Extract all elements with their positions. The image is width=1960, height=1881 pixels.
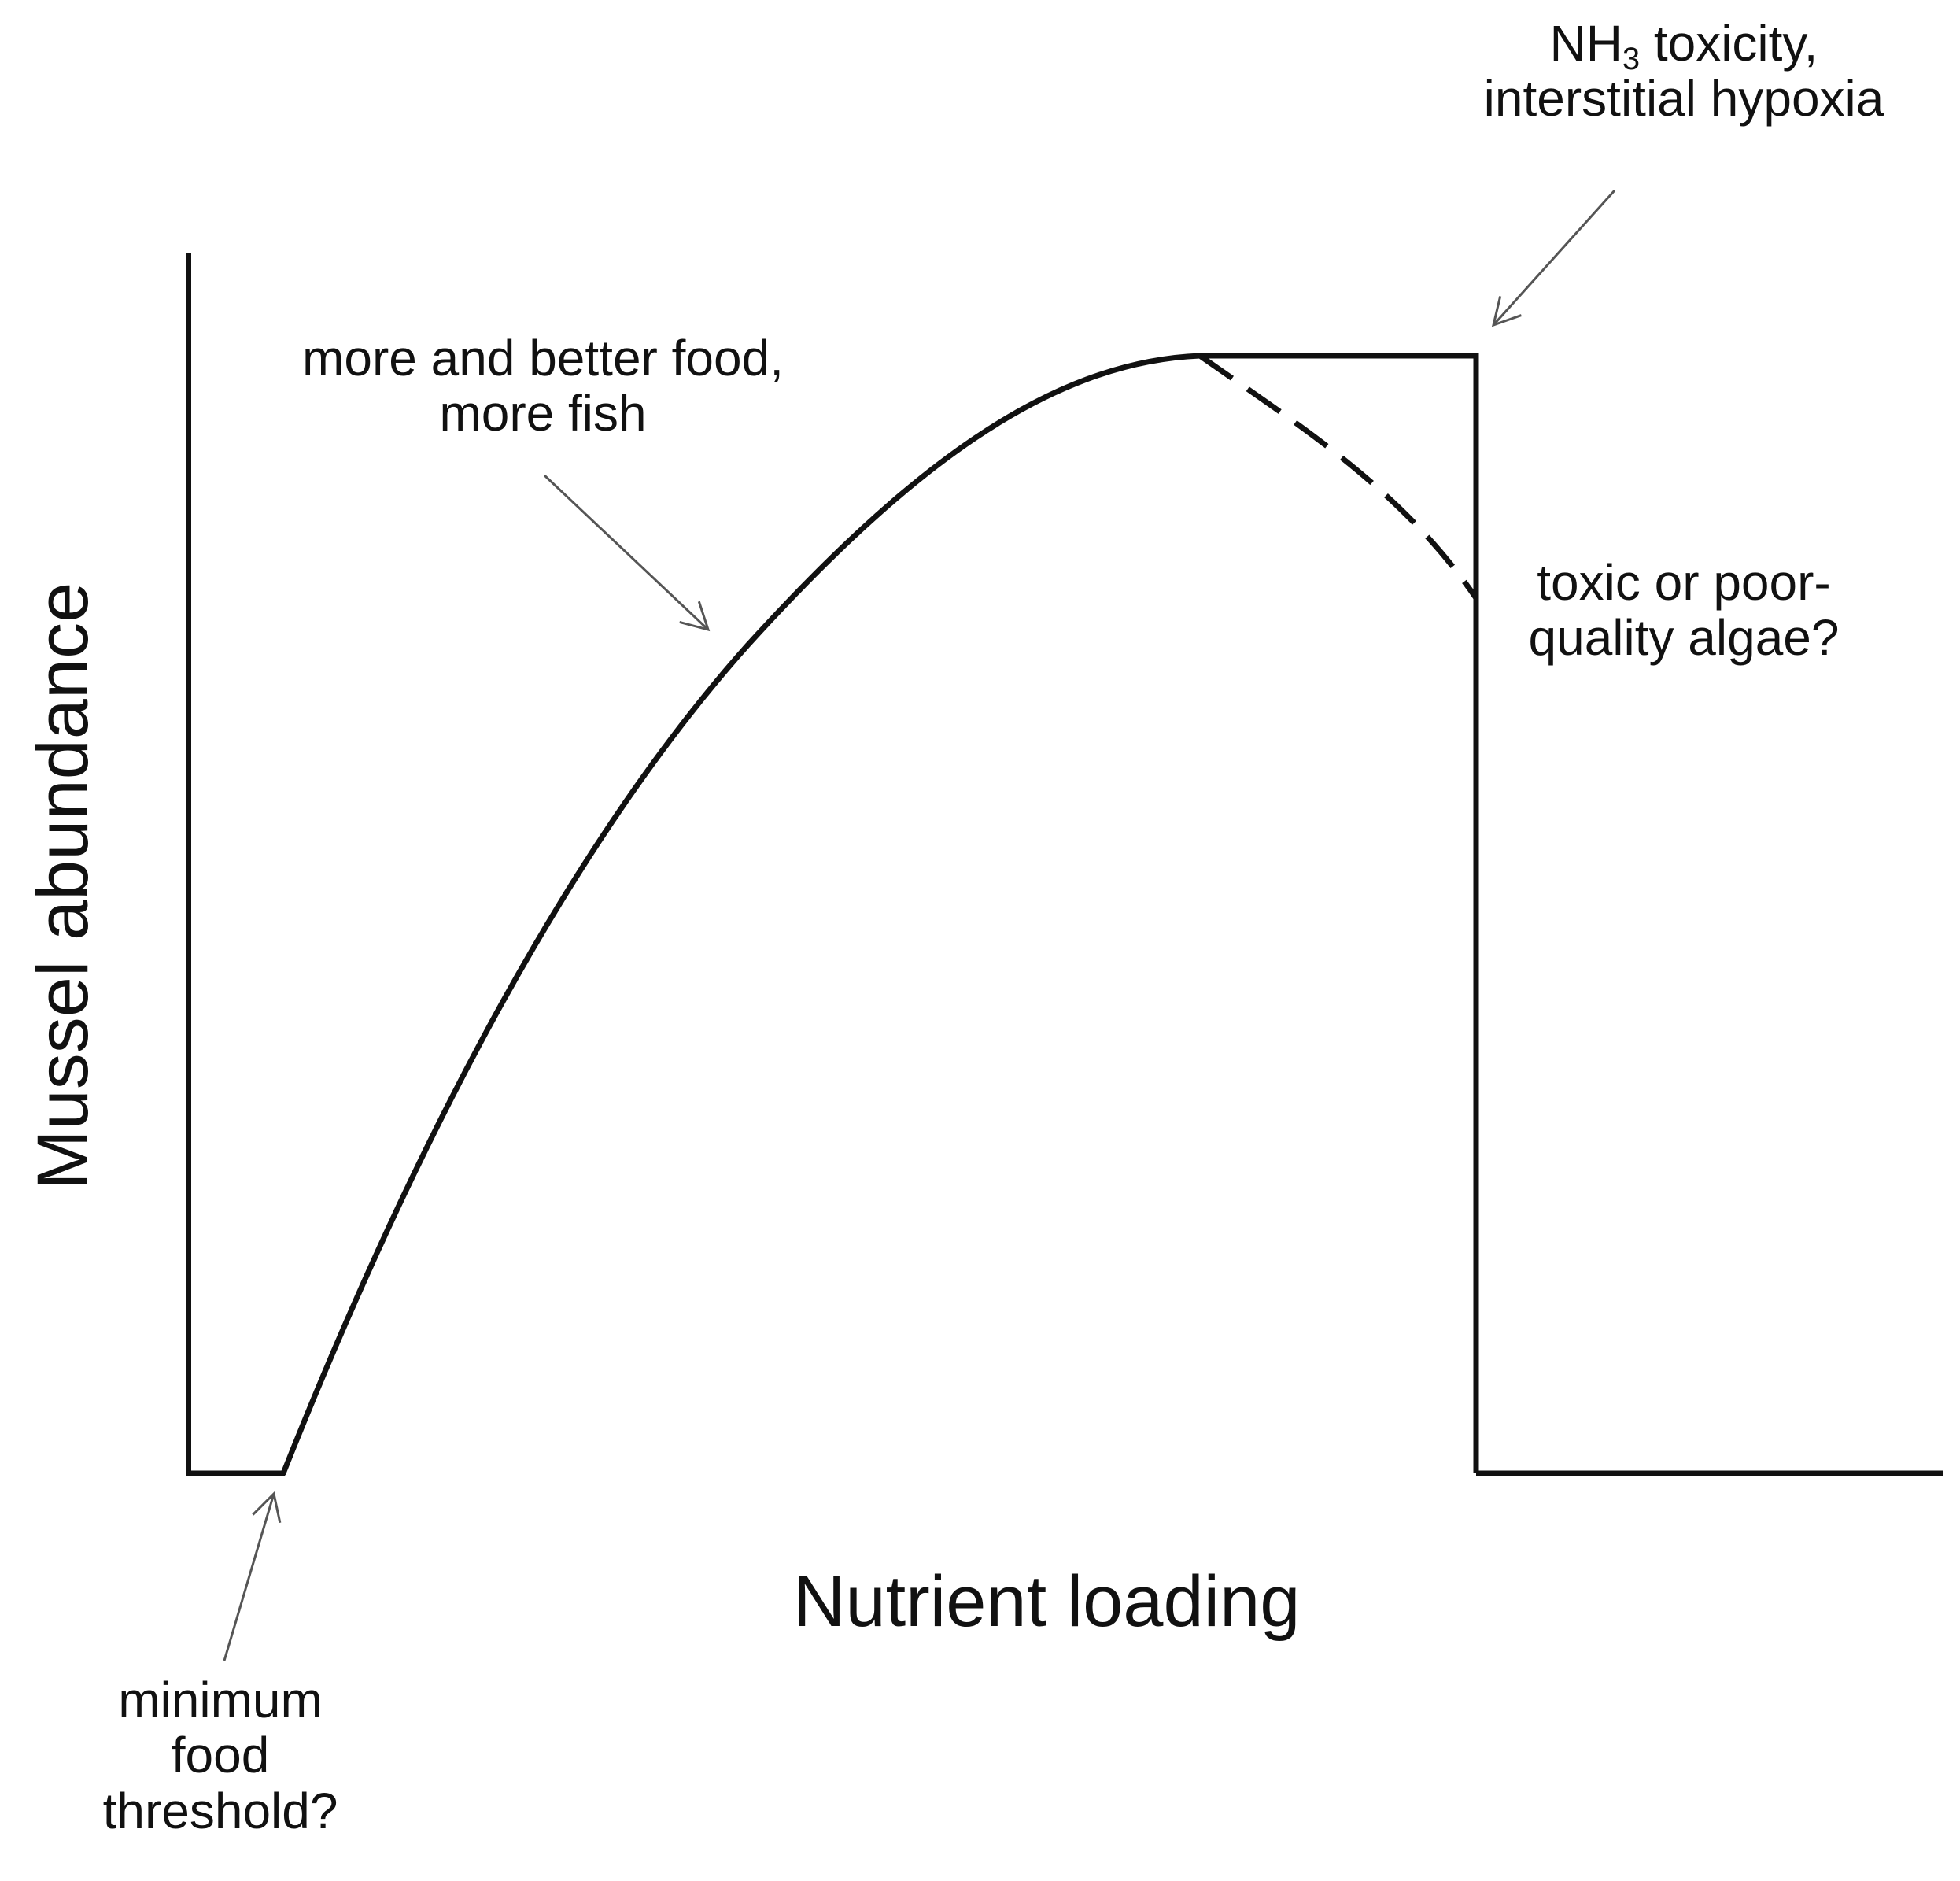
toxicity-text: toxicity,: [1640, 15, 1818, 72]
food-fish-line-1: more and better food,: [302, 330, 784, 386]
threshold-line-2: food: [171, 1727, 270, 1784]
nh3-subscript: 3: [1622, 42, 1641, 77]
food-fish-line-2: more fish: [439, 385, 647, 442]
toxicity-arrow: [1491, 189, 1616, 327]
threshold-line-1: minimum: [118, 1672, 323, 1728]
threshold-annotation: minimum food threshold?: [63, 1672, 378, 1839]
toxicity-annotation: NH3 toxicity, interstitial hypoxia: [1440, 16, 1928, 127]
food-fish-annotation: more and better food, more fish: [220, 331, 866, 442]
algae-decline-dashed: [1198, 353, 1478, 600]
algae-line-1: toxic or poor-: [1537, 554, 1831, 611]
x-axis-label: Nutrient loading: [793, 1561, 1301, 1642]
toxicity-line-1: NH3 toxicity,: [1440, 15, 1928, 75]
toxicity-cutoff-line: [1198, 353, 1479, 1473]
response-curve: [280, 353, 1203, 1476]
y-axis-label: Mussel abundance: [23, 582, 103, 1190]
toxicity-line-2: interstitial hypoxia: [1483, 70, 1884, 127]
threshold-arrow: [223, 1491, 282, 1661]
threshold-line-3: threshold?: [102, 1782, 338, 1839]
food-fish-arrow: [543, 474, 711, 632]
algae-annotation: toxic or poor- quality algae?: [1495, 555, 1873, 666]
algae-line-2: quality algae?: [1528, 609, 1840, 667]
nh-text: NH: [1549, 15, 1622, 72]
